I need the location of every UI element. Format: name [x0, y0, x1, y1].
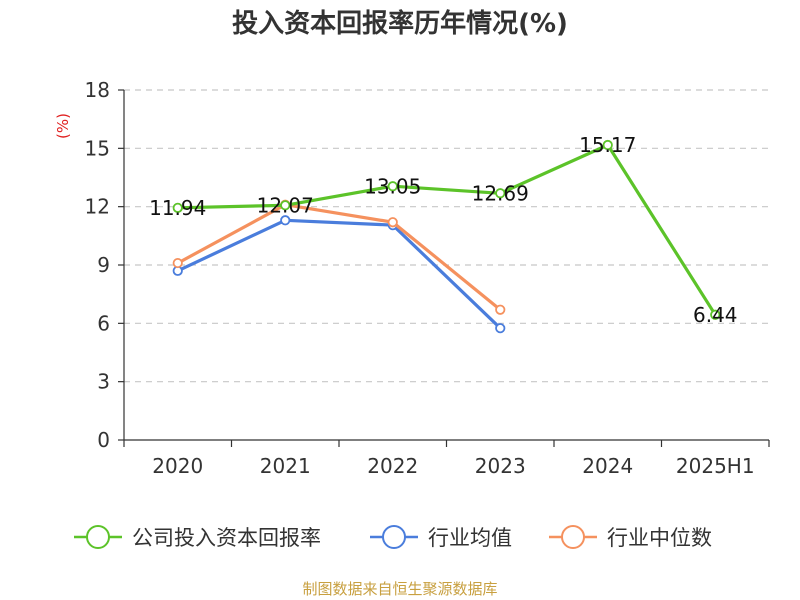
x-tick-label: 2023 — [475, 454, 526, 478]
legend-marker — [86, 525, 110, 549]
series-2 — [172, 199, 506, 315]
legend-marker — [382, 525, 406, 549]
data-labels: 11.94 12.07 13.05 12.69 15.17 6.44 — [149, 133, 737, 327]
legend-label: 行业均值 — [428, 526, 512, 550]
source-note: 制图数据来自恒生聚源数据库 — [302, 580, 497, 598]
axes — [118, 89, 770, 447]
series-1 — [172, 215, 506, 334]
series-layer — [172, 139, 721, 334]
chart-title: 投入资本回报率历年情况(%) — [232, 8, 568, 39]
series-0 — [172, 139, 721, 320]
data-label: 11.94 — [149, 196, 206, 220]
x-tick-label: 2025H1 — [676, 454, 755, 478]
y-tick-label: 18 — [85, 78, 110, 102]
legend-label: 公司投入资本回报率 — [132, 526, 321, 550]
data-point — [602, 139, 613, 151]
data-label: 12.69 — [472, 181, 529, 205]
y-tick-label: 0 — [97, 428, 110, 452]
x-tick-label: 2020 — [152, 454, 203, 478]
data-point — [495, 304, 506, 315]
data-point — [280, 215, 291, 226]
data-point — [172, 257, 183, 269]
y-tick-label: 6 — [97, 311, 110, 335]
data-point — [172, 202, 183, 213]
data-label: 13.05 — [364, 174, 421, 198]
x-tick-label: 2021 — [260, 454, 311, 478]
y-tick-label: 9 — [97, 253, 110, 277]
series-line — [177, 203, 502, 311]
legend-item-0: 公司投入资本回报率 — [74, 525, 321, 550]
x-tick-labels: 2020 2021 2022 2023 2024 2025H1 — [152, 454, 754, 478]
y-tick-labels: 0 3 6 9 12 15 18 — [85, 78, 110, 452]
y-axis-unit: (%) — [54, 113, 72, 139]
legend-item-2: 行业中位数 — [549, 525, 712, 550]
data-label: 12.07 — [257, 193, 314, 217]
data-point — [710, 309, 721, 320]
data-label: 15.17 — [579, 133, 636, 157]
series-line — [177, 218, 502, 330]
y-tick-label: 12 — [85, 195, 110, 219]
legend-label: 行业中位数 — [607, 526, 712, 550]
y-tick-label: 3 — [97, 370, 110, 394]
legend: 公司投入资本回报率 行业均值 行业中位数 — [74, 525, 712, 550]
gridlines — [124, 89, 769, 383]
y-tick-label: 15 — [85, 136, 110, 160]
data-point — [387, 217, 398, 228]
data-label: 6.44 — [693, 303, 738, 327]
series-line — [177, 143, 717, 316]
legend-item-1: 行业均值 — [370, 525, 512, 550]
x-tick-label: 2024 — [582, 454, 633, 478]
legend-marker — [561, 525, 585, 549]
data-point — [495, 323, 506, 334]
data-point — [280, 200, 291, 211]
x-tick-label: 2022 — [367, 454, 418, 478]
data-point — [387, 181, 398, 192]
data-point — [495, 188, 506, 199]
